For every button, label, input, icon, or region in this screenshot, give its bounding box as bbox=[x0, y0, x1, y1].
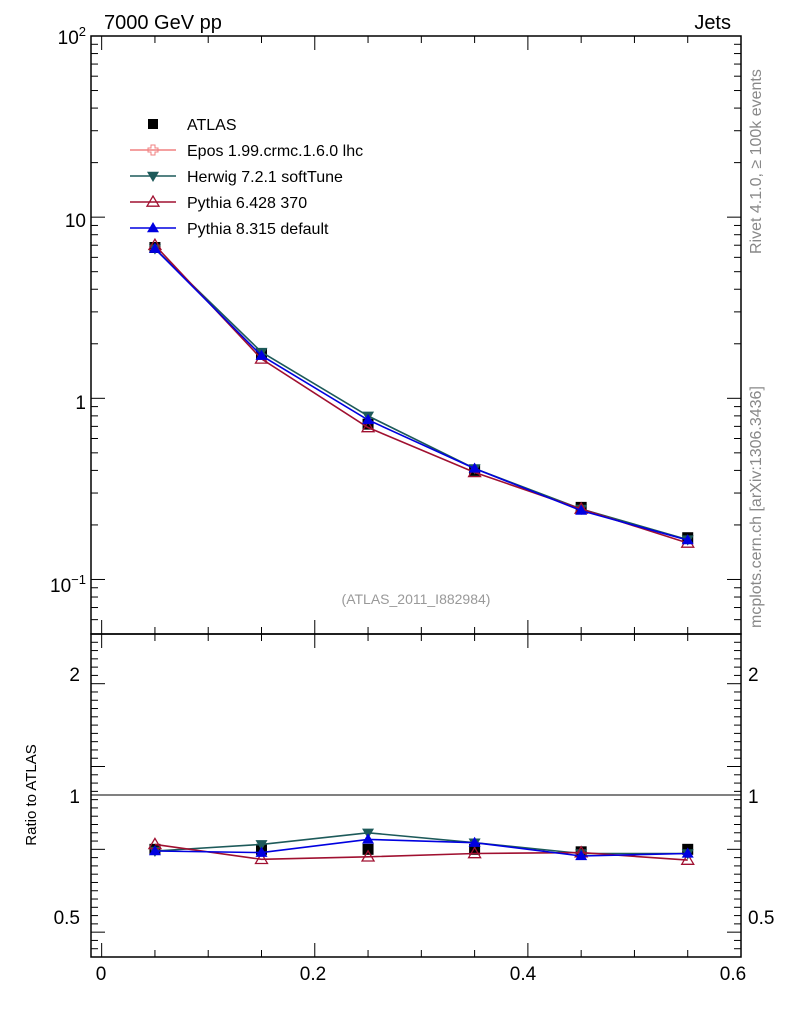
ratio-series-pythia8 bbox=[148, 833, 694, 861]
main-line-pythia8 bbox=[154, 248, 688, 541]
ratio-line-pythia8 bbox=[154, 838, 688, 857]
ratio-ytick-2-right: 2 bbox=[748, 665, 759, 686]
legend-label-herwig: Herwig 7.2.1 softTune bbox=[187, 169, 343, 186]
analysis-label: (ATLAS_2011_I882984) bbox=[342, 591, 491, 607]
xtick-0.6: 0.6 bbox=[720, 964, 746, 985]
main-point-pythia8 bbox=[681, 534, 694, 545]
xtick-0.2: 0.2 bbox=[300, 964, 326, 985]
ratio-ytick-0.5: 0.5 bbox=[54, 908, 80, 929]
ratio-point-pythia8 bbox=[575, 849, 588, 861]
legend-entry-epos: Epos 1.99.crmc.1.6.0 lhc bbox=[130, 143, 363, 160]
ytick-label-10: 10 bbox=[65, 211, 86, 232]
ratio-ytick-0.5-right: 0.5 bbox=[748, 908, 774, 929]
main-y-axis bbox=[91, 35, 741, 635]
xtick-0.4: 0.4 bbox=[510, 964, 537, 985]
main-point-atlas bbox=[362, 418, 374, 430]
ratio-ytick-labels: 2 1 0.5 2 1 0.5 bbox=[54, 665, 775, 929]
ratio-point-pythia6 bbox=[680, 852, 695, 865]
ratio-point-pythia8 bbox=[681, 847, 694, 858]
ratio-ytick-2: 2 bbox=[69, 665, 80, 686]
main-series-layer bbox=[147, 237, 695, 548]
main-series-pythia6 bbox=[147, 237, 695, 548]
main-series-herwig bbox=[148, 244, 694, 546]
ratio-y-axis bbox=[91, 633, 741, 958]
ratio-series-layer bbox=[147, 828, 695, 865]
main-line-herwig bbox=[154, 248, 688, 541]
ratio-point-pythia8 bbox=[362, 833, 375, 844]
ratio-ylabel: Ratio to ATLAS bbox=[23, 744, 40, 845]
legend-marker-herwig bbox=[147, 171, 159, 182]
x-axis bbox=[101, 36, 689, 957]
legend-label-pythia6: Pythia 6.428 370 bbox=[187, 195, 307, 212]
ratio-point-pythia6 bbox=[467, 846, 482, 859]
main-series-atlas bbox=[149, 241, 694, 544]
ratio-ytick-1: 1 bbox=[69, 787, 80, 808]
ratio-point-pythia8 bbox=[148, 844, 161, 856]
ratio-point-pythia8 bbox=[468, 836, 481, 847]
main-line-pythia6 bbox=[154, 244, 688, 544]
main-point-pythia8 bbox=[255, 349, 268, 360]
main-ytick-labels: 102 10 1 10−1 bbox=[50, 24, 86, 597]
xtick-labels: 0 0.2 0.4 0.6 bbox=[96, 964, 747, 985]
ratio-ytick-1-right: 1 bbox=[748, 787, 759, 808]
header-title: 7000 GeV pp bbox=[104, 12, 222, 34]
legend-entry-herwig: Herwig 7.2.1 softTune bbox=[130, 169, 343, 186]
legend-entry-pythia6: Pythia 6.428 370 bbox=[130, 194, 307, 212]
main-series-pythia8 bbox=[148, 242, 694, 545]
legend-entry-pythia8: Pythia 8.315 default bbox=[130, 221, 329, 238]
xtick-0: 0 bbox=[96, 964, 107, 985]
main-point-pythia8 bbox=[468, 462, 481, 473]
legend-entry-atlas: ATLAS bbox=[148, 117, 237, 134]
main-point-pythia6 bbox=[360, 420, 376, 433]
legend-label-atlas: ATLAS bbox=[187, 117, 237, 134]
main-point-pythia8 bbox=[148, 242, 161, 253]
ratio-line-herwig bbox=[154, 831, 688, 855]
ratio-point-pythia6 bbox=[254, 851, 269, 865]
main-point-pythia8 bbox=[362, 413, 375, 425]
ratio-point-pythia6 bbox=[360, 849, 376, 862]
ytick-label-1: 1 bbox=[75, 393, 86, 414]
ytick-label-100: 102 bbox=[58, 24, 86, 49]
ratio-point-atlas bbox=[469, 843, 481, 855]
rivet-version-label: Rivet 4.1.0, ≥ 100k events bbox=[748, 69, 765, 254]
legend-marker-pythia8 bbox=[147, 222, 159, 233]
ytick-label-0.1: 10−1 bbox=[50, 572, 86, 597]
legend: ATLAS Epos 1.99.crmc.1.6.0 lhc Herwig 7.2.… bbox=[130, 117, 363, 238]
mcplots-label: mcplots.cern.ch [arXiv:1306.3436] bbox=[748, 386, 765, 628]
ratio-point-atlas bbox=[362, 843, 374, 855]
main-point-pythia8 bbox=[575, 504, 588, 515]
legend-marker-pythia6 bbox=[145, 194, 161, 207]
ratio-line-pythia6 bbox=[154, 843, 688, 861]
legend-label-epos: Epos 1.99.crmc.1.6.0 lhc bbox=[187, 143, 363, 160]
legend-marker-epos bbox=[147, 144, 159, 156]
legend-label-pythia8: Pythia 8.315 default bbox=[187, 221, 329, 238]
legend-marker-atlas bbox=[148, 119, 158, 129]
ratio-series-pythia6 bbox=[147, 837, 695, 865]
ratio-point-herwig bbox=[255, 840, 268, 851]
ratio-point-pythia8 bbox=[255, 846, 268, 857]
header-process: Jets bbox=[694, 12, 731, 34]
